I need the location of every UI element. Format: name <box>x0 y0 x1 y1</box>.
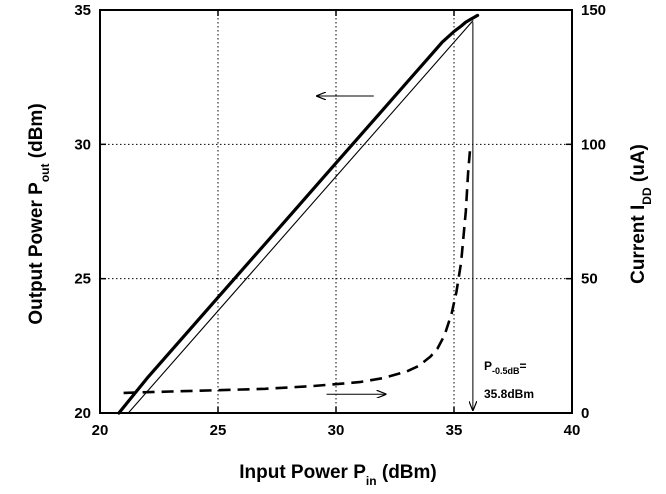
p05db-annotation-line2: 35.8dBm <box>484 387 534 401</box>
series-layer <box>117 13 480 415</box>
x-tick-label: 40 <box>564 422 581 439</box>
y2-axis-title: Current IDD (uA) <box>628 144 654 284</box>
grid-layer <box>100 10 572 413</box>
y2-tick-label: 150 <box>581 2 606 19</box>
x-tick-label: 30 <box>328 422 345 439</box>
y-tick-label: 20 <box>74 405 91 422</box>
y2-tick-label: 50 <box>581 271 598 288</box>
y2-tick-label: 0 <box>581 405 589 422</box>
y-tick-label: 30 <box>74 136 91 153</box>
output-power-series <box>117 13 480 415</box>
y-axis-title: Output Power Pout (dBm) <box>26 103 52 324</box>
x-tick-label: 20 <box>92 422 109 439</box>
p05db-annotation-line1: P-0.5dB= <box>484 359 527 376</box>
x-tick-label: 25 <box>210 422 227 439</box>
x-axis-title: Input Power Pin (dBm) <box>239 462 437 488</box>
ticks-layer: 20 25 30 35 40 20 25 30 35 0 50 100 150 <box>74 2 606 439</box>
y-tick-label: 35 <box>74 2 91 19</box>
y2-tick-label: 100 <box>581 136 606 153</box>
x-tick-label: 35 <box>446 422 463 439</box>
y-tick-label: 25 <box>74 271 91 288</box>
current-series <box>123 144 472 395</box>
linear-reference-series <box>127 20 474 414</box>
